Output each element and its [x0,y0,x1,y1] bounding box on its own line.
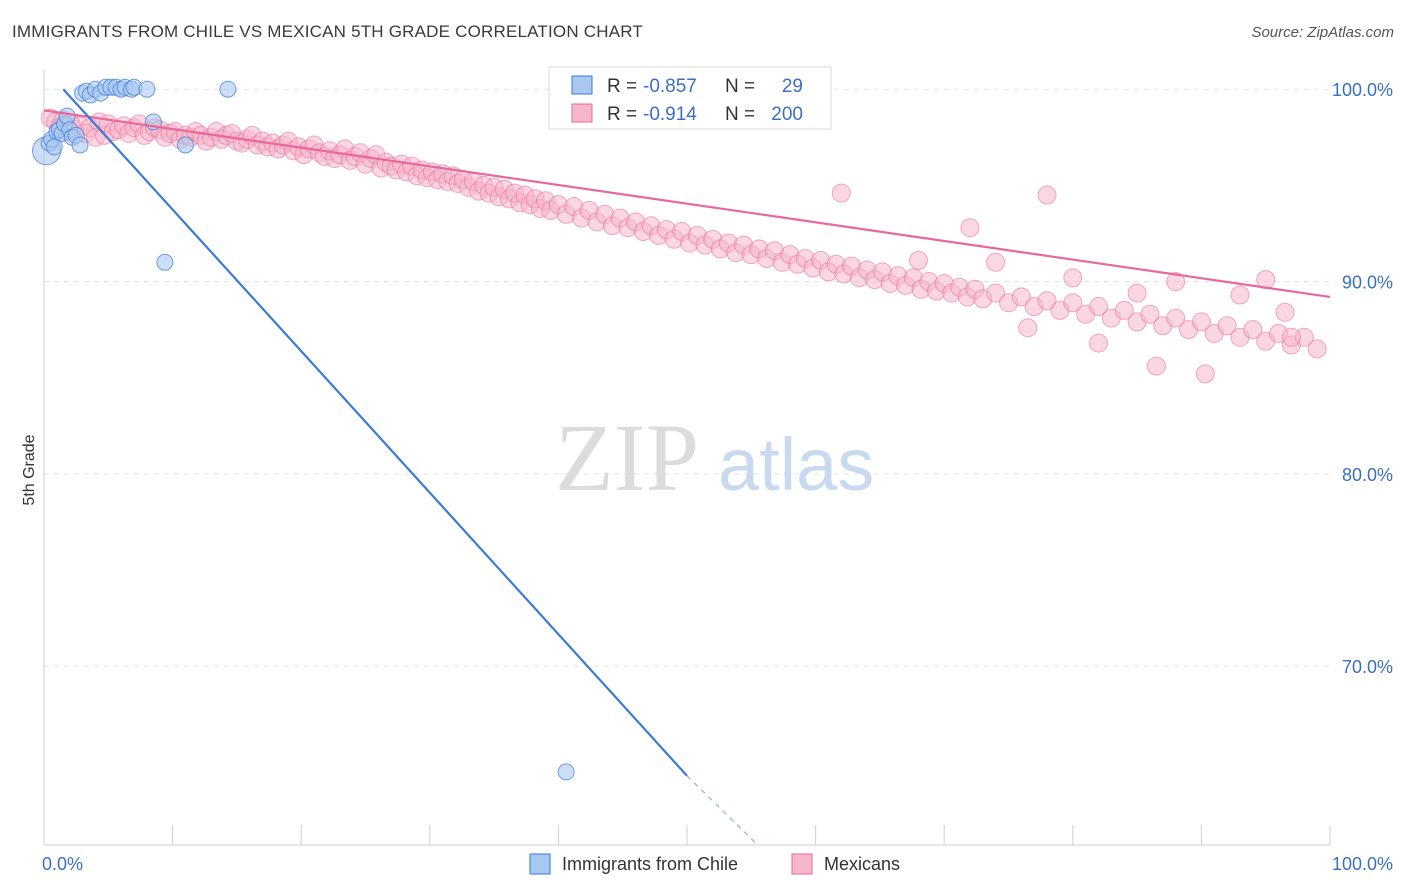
legend-n-value-chile: 29 [782,76,803,97]
chile-point [156,253,174,271]
legend-swatch-mexicans [571,103,593,123]
mexicans-point [1243,320,1263,340]
mexicans-point [986,252,1006,272]
mexicans-point [986,283,1006,303]
y-tick-label: 100.0% [1332,80,1393,100]
legend-r-value-chile: -0.857 [643,76,697,97]
watermark: ZIP atlas [555,404,874,511]
mexicans-point [1037,291,1057,311]
legend-n-label-mexicans: N = [725,104,755,125]
mexicans-point [1140,304,1160,324]
y-tick-label: 70.0% [1342,657,1393,677]
mexicans-point [1089,333,1109,353]
chile-trend-line [62,88,688,777]
mexicans-point [1195,364,1215,384]
mexicans-point [1018,318,1038,338]
mexicans-point [1089,297,1109,317]
mexicans-point [1217,316,1237,336]
chile-point [557,763,575,781]
grid-lines [44,88,1330,667]
legend-r-label-chile: R = [607,76,637,97]
bottom-legend-swatch-chile [529,853,551,875]
chile-point [71,136,89,154]
x-tick-label: 100.0% [1332,854,1393,874]
mexicans-point [1191,312,1211,332]
watermark-atlas: atlas [718,423,874,506]
mexicans-points [40,108,1327,384]
axes [43,70,1331,846]
mexicans-point [1063,268,1083,288]
y-tick-labels: 100.0% 90.0% 80.0% 70.0% [1332,80,1393,677]
series-legend: Immigrants from Chile Mexicans [529,853,900,875]
correlation-legend: R = -0.857 N = 29 R = -0.914 N = 200 [548,66,832,130]
mexicans-point [1063,293,1083,313]
mexicans-point [908,250,928,270]
trend-lines [43,88,1331,846]
mexicans-point [1281,327,1301,347]
legend-box [548,66,832,130]
mexicans-point [1166,308,1186,328]
chile-trend-extension [686,775,759,846]
chart-title: IMMIGRANTS FROM CHILE VS MEXICAN 5TH GRA… [12,22,643,41]
bottom-legend-label-chile: Immigrants from Chile [562,854,738,874]
mexicans-trend-line [43,109,1331,299]
mexicans-point [831,183,851,203]
source-label: Source: ZipAtlas.com [1251,24,1394,41]
legend-r-value-mexicans: -0.914 [643,104,697,125]
mexicans-point [1146,356,1166,376]
legend-r-label-mexicans: R = [607,104,637,125]
bottom-legend-swatch-mexicans [791,853,813,875]
mexicans-point [1127,283,1147,303]
legend-n-value-mexicans: 200 [771,104,803,125]
mexicans-point [960,218,980,238]
x-tick-labels: 0.0% 100.0% [42,854,1393,874]
x-tick-label: 0.0% [42,854,83,874]
y-tick-label: 80.0% [1342,465,1393,485]
y-tick-label: 90.0% [1342,273,1393,293]
y-axis-label: 5th Grade [21,434,38,505]
legend-n-label-chile: N = [725,76,755,97]
mexicans-point [1230,285,1250,305]
legend-swatch-chile [571,75,593,95]
chile-point [138,80,156,98]
mexicans-point [1011,287,1031,307]
mexicans-point [1037,185,1057,205]
chile-points [32,78,575,781]
mexicans-point [1275,302,1295,322]
chile-point [176,136,194,154]
watermark-zip: ZIP [555,404,699,511]
bottom-legend-label-mexicans: Mexicans [824,854,900,874]
mexicans-point [1166,272,1186,292]
mexicans-point [1114,300,1134,320]
mexicans-point [1307,339,1327,359]
chile-point [219,80,237,98]
